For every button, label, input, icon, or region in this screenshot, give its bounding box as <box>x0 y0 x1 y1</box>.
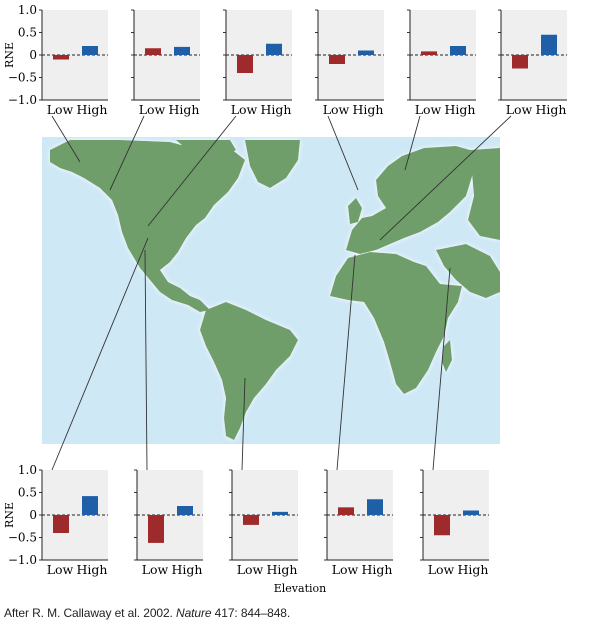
leader-line <box>379 115 512 241</box>
bar-panel-3: Low High <box>223 9 292 117</box>
bar-high <box>82 496 98 515</box>
caption-prefix: After R. M. Callaway et al. 2002. <box>4 606 177 620</box>
leader-line <box>327 115 359 191</box>
south-america <box>200 302 298 440</box>
figure-caption: After R. M. Callaway et al. 2002. Nature… <box>4 606 290 620</box>
leader-line <box>147 115 237 227</box>
bar-high <box>82 46 98 55</box>
bar-panel-5: Low High <box>407 9 476 117</box>
caption-suffix: 417: 844–848. <box>211 606 291 620</box>
y-tick-label: 1.0 <box>18 463 37 477</box>
madagascar <box>442 340 452 372</box>
y-tick-label: 0.5 <box>18 486 37 500</box>
bar-low <box>243 515 259 525</box>
asia <box>468 148 500 240</box>
bar-low <box>145 48 161 55</box>
bar-low <box>148 515 164 543</box>
x-tick-label: Low <box>139 102 166 117</box>
x-tick-label: High <box>353 102 384 117</box>
bar-low <box>434 515 450 536</box>
bar-high <box>177 506 193 515</box>
x-tick-label: High <box>77 562 108 577</box>
africa <box>330 252 462 394</box>
x-tick-label: High <box>172 562 203 577</box>
y-axis-label: RNE <box>3 42 16 68</box>
bar-panel-2: Low High <box>131 9 200 117</box>
x-tick-label: Low <box>415 102 442 117</box>
x-tick-label: High <box>362 562 393 577</box>
leader-lines <box>51 115 512 471</box>
leader-line <box>51 115 81 163</box>
bar-panel-11: Low High <box>420 469 489 577</box>
bar-low <box>512 55 528 69</box>
x-tick-label: Low <box>231 102 258 117</box>
y-axis-label: RNE <box>3 502 16 528</box>
bar-high <box>174 46 190 55</box>
bar-high <box>541 34 557 55</box>
bar-low <box>53 55 69 60</box>
y-tick-label: 0.5 <box>18 26 37 40</box>
bar-panel-9: Low High <box>229 469 298 577</box>
bar-panel-1: 1.0 0.5 0 −0.5 −1.0 RNE Low High <box>3 3 108 117</box>
y-tick-label: −1.0 <box>8 553 37 567</box>
x-tick-label: High <box>267 562 298 577</box>
bar-low <box>421 51 437 55</box>
x-tick-label: Low <box>323 102 350 117</box>
x-tick-label: Low <box>47 102 74 117</box>
bar-panel-4: Low High <box>315 9 384 117</box>
leader-line <box>109 115 145 191</box>
bar-high <box>266 43 282 55</box>
x-tick-label: Low <box>237 562 264 577</box>
x-tick-label: High <box>169 102 200 117</box>
middle-east <box>436 244 500 298</box>
x-tick-label: High <box>445 102 476 117</box>
bar-low <box>329 55 345 64</box>
greenland <box>245 140 300 188</box>
leader-line <box>144 249 148 471</box>
bar-high <box>367 499 383 515</box>
x-tick-label: Low <box>142 562 169 577</box>
x-tick-label: Low <box>332 562 359 577</box>
bar-low <box>237 55 253 73</box>
leader-line <box>51 237 149 471</box>
x-tick-label: High <box>77 102 108 117</box>
y-tick-label: 0 <box>29 508 37 522</box>
x-tick-label: Low <box>506 102 533 117</box>
y-tick-label: 0 <box>29 48 37 62</box>
leader-line <box>432 267 451 471</box>
y-tick-label: 1.0 <box>18 3 37 17</box>
world-map <box>42 137 500 444</box>
leader-line <box>336 254 356 471</box>
bar-panel-6: Low High <box>498 9 567 117</box>
arctic-islands <box>176 140 236 158</box>
leader-line <box>241 377 246 471</box>
europe <box>346 146 474 254</box>
bar-high <box>450 46 466 55</box>
y-tick-label: −0.5 <box>8 71 37 85</box>
bar-panel-8: Low High <box>134 469 203 577</box>
caption-journal: Nature <box>176 606 212 620</box>
bar-panel-10: Low High <box>324 469 393 577</box>
y-tick-label: −0.5 <box>8 531 37 545</box>
x-tick-label: High <box>261 102 292 117</box>
x-tick-label: High <box>458 562 489 577</box>
british-isles <box>348 198 362 224</box>
bar-high <box>463 510 479 515</box>
x-tick-label: Low <box>428 562 455 577</box>
bar-high <box>272 511 288 515</box>
x-tick-label: High <box>536 102 567 117</box>
north-america <box>50 140 245 312</box>
leader-line <box>404 115 421 171</box>
y-tick-label: −1.0 <box>8 93 37 107</box>
bar-low <box>338 507 354 515</box>
bar-high <box>358 50 374 55</box>
bar-low <box>53 515 69 533</box>
x-axis-label: Elevation <box>274 582 326 595</box>
x-tick-label: Low <box>47 562 74 577</box>
